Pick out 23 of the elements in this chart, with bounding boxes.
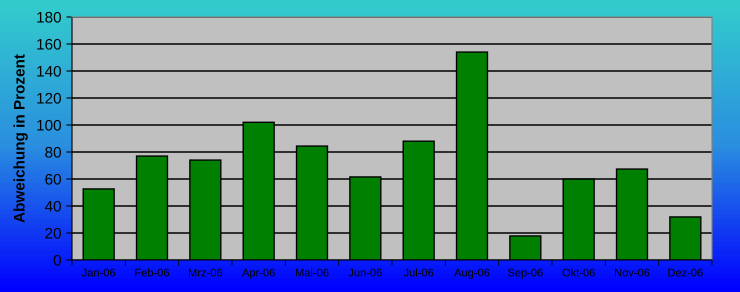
x-tick-label: Feb-06	[135, 268, 170, 276]
x-tick-label: Mai-06	[296, 268, 328, 276]
y-tick-label: 120	[37, 92, 61, 104]
y-tick-label: 180	[37, 12, 61, 23]
x-tick-label: Apr-06	[242, 268, 275, 279]
y-axis-title: Abweichung in Prozent	[13, 54, 28, 223]
x-tick-label: Aug-06	[454, 268, 490, 279]
x-tick-label: Okt-06	[562, 268, 595, 276]
y-tick-label: 140	[37, 66, 61, 77]
x-tick-label: Dez-06	[668, 268, 703, 276]
y-tick-label: 0	[54, 254, 61, 266]
y-tick-label: 20	[45, 228, 61, 239]
x-tick-label: Jan-06	[82, 268, 116, 276]
x-tick-label: Mrz-06	[188, 268, 222, 276]
x-tick-label: Nov-06	[615, 268, 650, 276]
y-tick-label: 40	[44, 200, 61, 212]
y-tick-label: 160	[37, 38, 61, 50]
x-tick-label: Sep-06	[508, 268, 543, 279]
y-tick-label: 60	[45, 174, 61, 185]
x-tick-label: Jul-06	[404, 268, 434, 276]
y-tick-label: 100	[37, 120, 61, 131]
x-tick-label: Jun-06	[348, 268, 382, 276]
y-tick-label: 80	[45, 146, 61, 158]
